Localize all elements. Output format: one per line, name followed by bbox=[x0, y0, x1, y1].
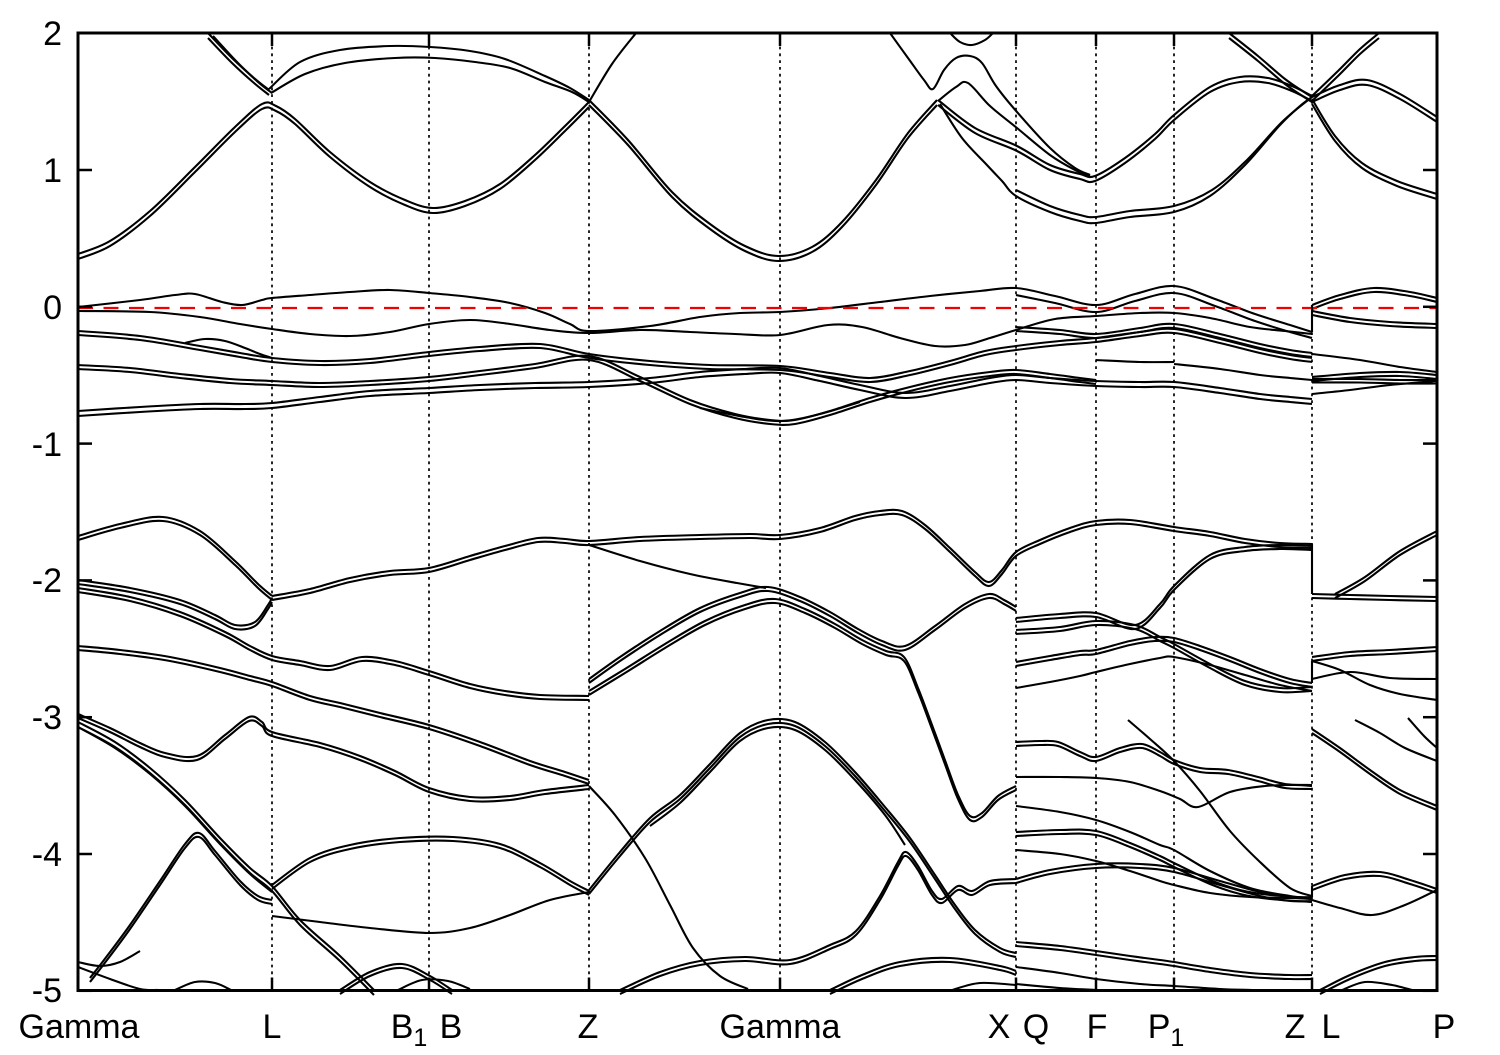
svg-text:Gamma: Gamma bbox=[19, 1008, 140, 1046]
svg-text:L: L bbox=[263, 1008, 282, 1046]
svg-text:Gamma: Gamma bbox=[720, 1008, 841, 1046]
svg-text:-5: -5 bbox=[32, 972, 62, 1010]
svg-text:-1: -1 bbox=[32, 426, 62, 464]
svg-text:-4: -4 bbox=[32, 836, 62, 874]
svg-text:Z: Z bbox=[578, 1008, 599, 1046]
svg-text:0: 0 bbox=[43, 289, 62, 327]
svg-text:Q: Q bbox=[1023, 1008, 1049, 1046]
svg-text:2: 2 bbox=[43, 15, 62, 53]
svg-text:X: X bbox=[988, 1008, 1011, 1046]
svg-text:F: F bbox=[1087, 1008, 1108, 1046]
svg-text:P: P bbox=[1433, 1008, 1456, 1046]
svg-text:1: 1 bbox=[43, 152, 62, 190]
svg-text:-2: -2 bbox=[32, 562, 62, 600]
svg-text:B: B bbox=[440, 1008, 463, 1046]
svg-text:Z: Z bbox=[1285, 1008, 1306, 1046]
svg-text:-3: -3 bbox=[32, 699, 62, 737]
svg-text:L: L bbox=[1322, 1008, 1341, 1046]
